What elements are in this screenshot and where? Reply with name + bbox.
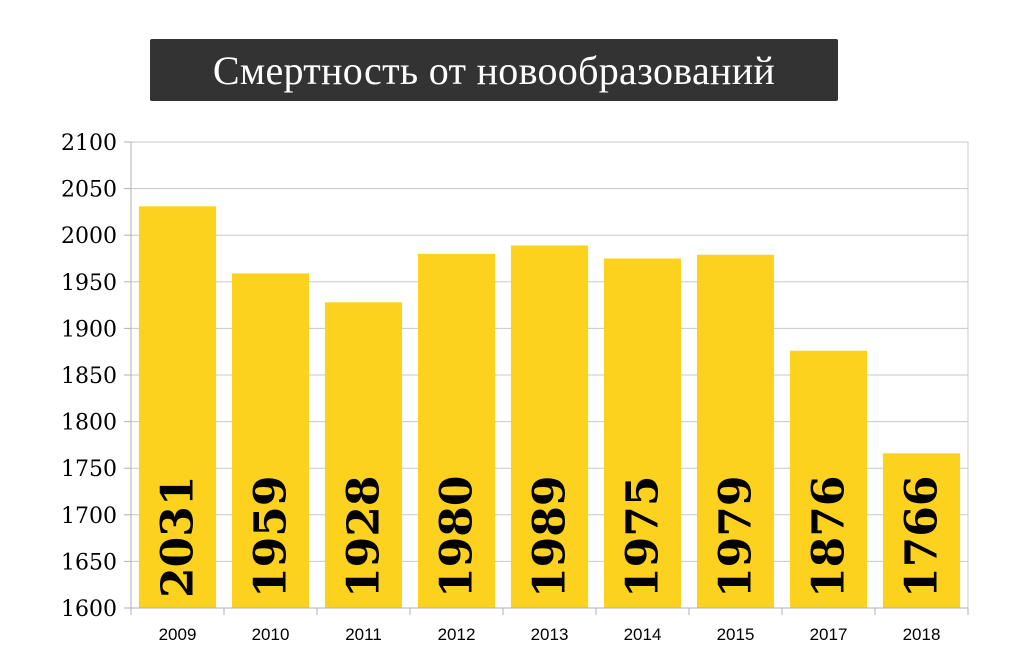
x-tick-label: 2013 — [531, 625, 569, 644]
data-label: 1979 — [711, 476, 762, 598]
y-tick-label: 1900 — [61, 317, 117, 342]
x-tick-labels: 2009 2010 2011 2012 2013 2014 2015 2017 2018 — [159, 625, 941, 644]
x-tick-label: 2010 — [252, 625, 290, 644]
chart-title: Смертность от новообразований — [212, 47, 776, 93]
y-tick-labels: 1600 1650 1700 1750 1800 1850 1900 1950 2000 2050… — [61, 131, 117, 622]
axes — [124, 141, 969, 615]
chart-title-box: Смертность от новообразований — [150, 39, 838, 101]
bar-2015 — [696, 254, 775, 608]
y-tick-label: 1650 — [61, 550, 117, 575]
bar-2012 — [417, 253, 496, 608]
bar-2010 — [231, 273, 310, 608]
y-tick-label: 1750 — [61, 457, 117, 482]
y-tick-label: 1600 — [61, 597, 117, 622]
bar-2018 — [882, 453, 961, 608]
data-label: 1980 — [432, 476, 483, 598]
bar-2011 — [324, 302, 403, 608]
data-label: 1876 — [804, 476, 855, 598]
bars — [138, 206, 961, 609]
x-tick-label: 2017 — [810, 625, 848, 644]
y-tick-label: 1850 — [61, 364, 117, 389]
y-tick-label: 2050 — [61, 178, 117, 203]
data-label: 1975 — [618, 476, 669, 598]
x-tick-label: 2014 — [624, 625, 662, 644]
data-label: 1928 — [339, 476, 390, 598]
x-tick-label: 2015 — [717, 625, 755, 644]
data-labels: 2031 1959 1928 1980 1989 1975 1979 1876 1766 — [153, 476, 948, 598]
y-tick-label: 1950 — [61, 271, 117, 296]
y-tick-label: 2000 — [61, 224, 117, 249]
data-label: 1959 — [246, 476, 297, 598]
bar-2014 — [603, 258, 682, 608]
x-tick-label: 2009 — [159, 625, 197, 644]
data-label: 1766 — [897, 476, 948, 598]
bar-2017 — [789, 350, 868, 608]
data-label: 2031 — [153, 476, 204, 598]
x-tick-label: 2012 — [438, 625, 476, 644]
data-label: 1989 — [525, 476, 576, 598]
bar-2013 — [510, 245, 589, 608]
x-tick-label: 2011 — [345, 625, 382, 644]
bar-2009 — [138, 206, 217, 609]
y-tick-label: 2100 — [61, 131, 117, 156]
y-tick-label: 1800 — [61, 411, 117, 436]
x-tick-label: 2018 — [903, 625, 941, 644]
y-tick-label: 1700 — [61, 504, 117, 529]
